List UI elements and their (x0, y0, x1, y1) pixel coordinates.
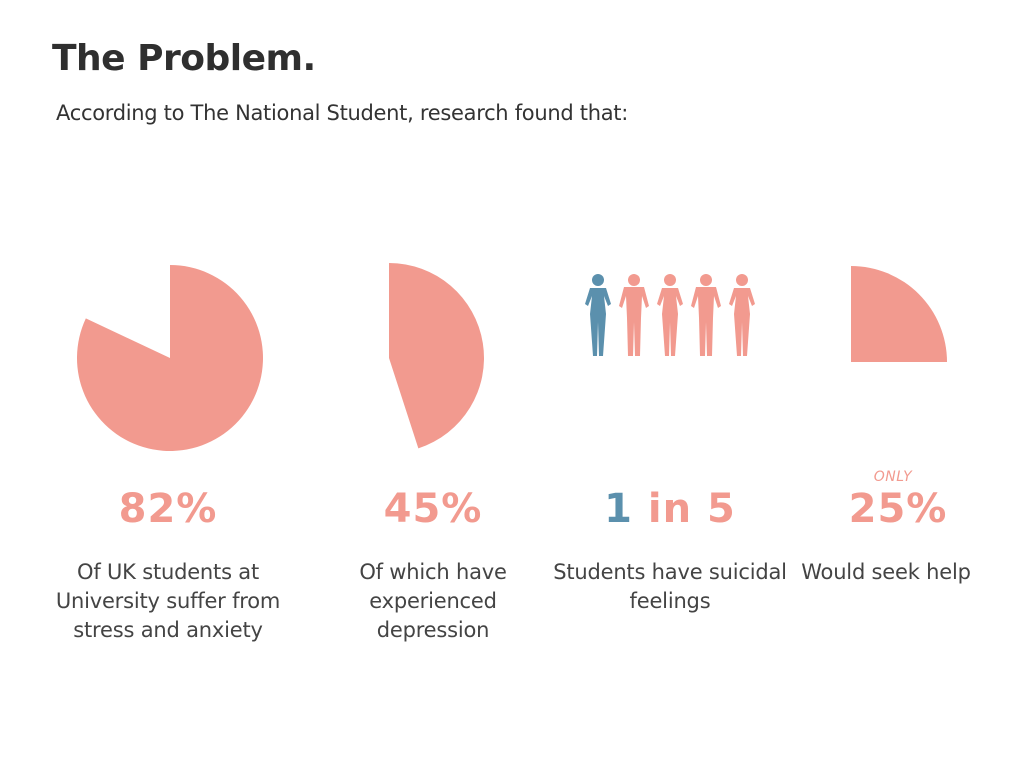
pie-chart-stress (76, 265, 263, 451)
stat-description-depression: Of which have experienced depression (359, 560, 507, 642)
pie-chart-seek-help (851, 266, 947, 362)
stat-description-seek-help: Would seek help (801, 560, 971, 584)
person-icon (691, 274, 721, 356)
pie-slice-45 (389, 263, 485, 449)
stat-number-total: 5 (707, 486, 736, 532)
people-pictogram (585, 274, 755, 356)
page-title: The Problem. (52, 38, 316, 79)
stat-description-stress: Of UK students at University suffer from… (55, 560, 281, 642)
person-icon (619, 274, 649, 356)
person-icon (657, 274, 683, 356)
stat-description-suicidal: Students have suicidal feelings (553, 560, 787, 613)
stat-qualifier-only: ONLY (873, 469, 913, 485)
stat-number-highlight: 1 (604, 486, 633, 532)
stat-value-suicidal: 1 in 5 (550, 486, 790, 532)
person-icon (729, 274, 755, 356)
page-subtitle: According to The National Student, resea… (56, 101, 628, 125)
pie-slice-82 (76, 265, 263, 451)
stat-value-seek-help: 25% (848, 486, 948, 532)
pie-slice-25 (851, 266, 947, 362)
person-icon (585, 274, 611, 356)
stat-value-depression: 45% (383, 486, 483, 532)
stat-value-stress: 82% (118, 486, 218, 532)
stat-word-in: in (647, 486, 693, 532)
pie-chart-depression (389, 263, 485, 449)
